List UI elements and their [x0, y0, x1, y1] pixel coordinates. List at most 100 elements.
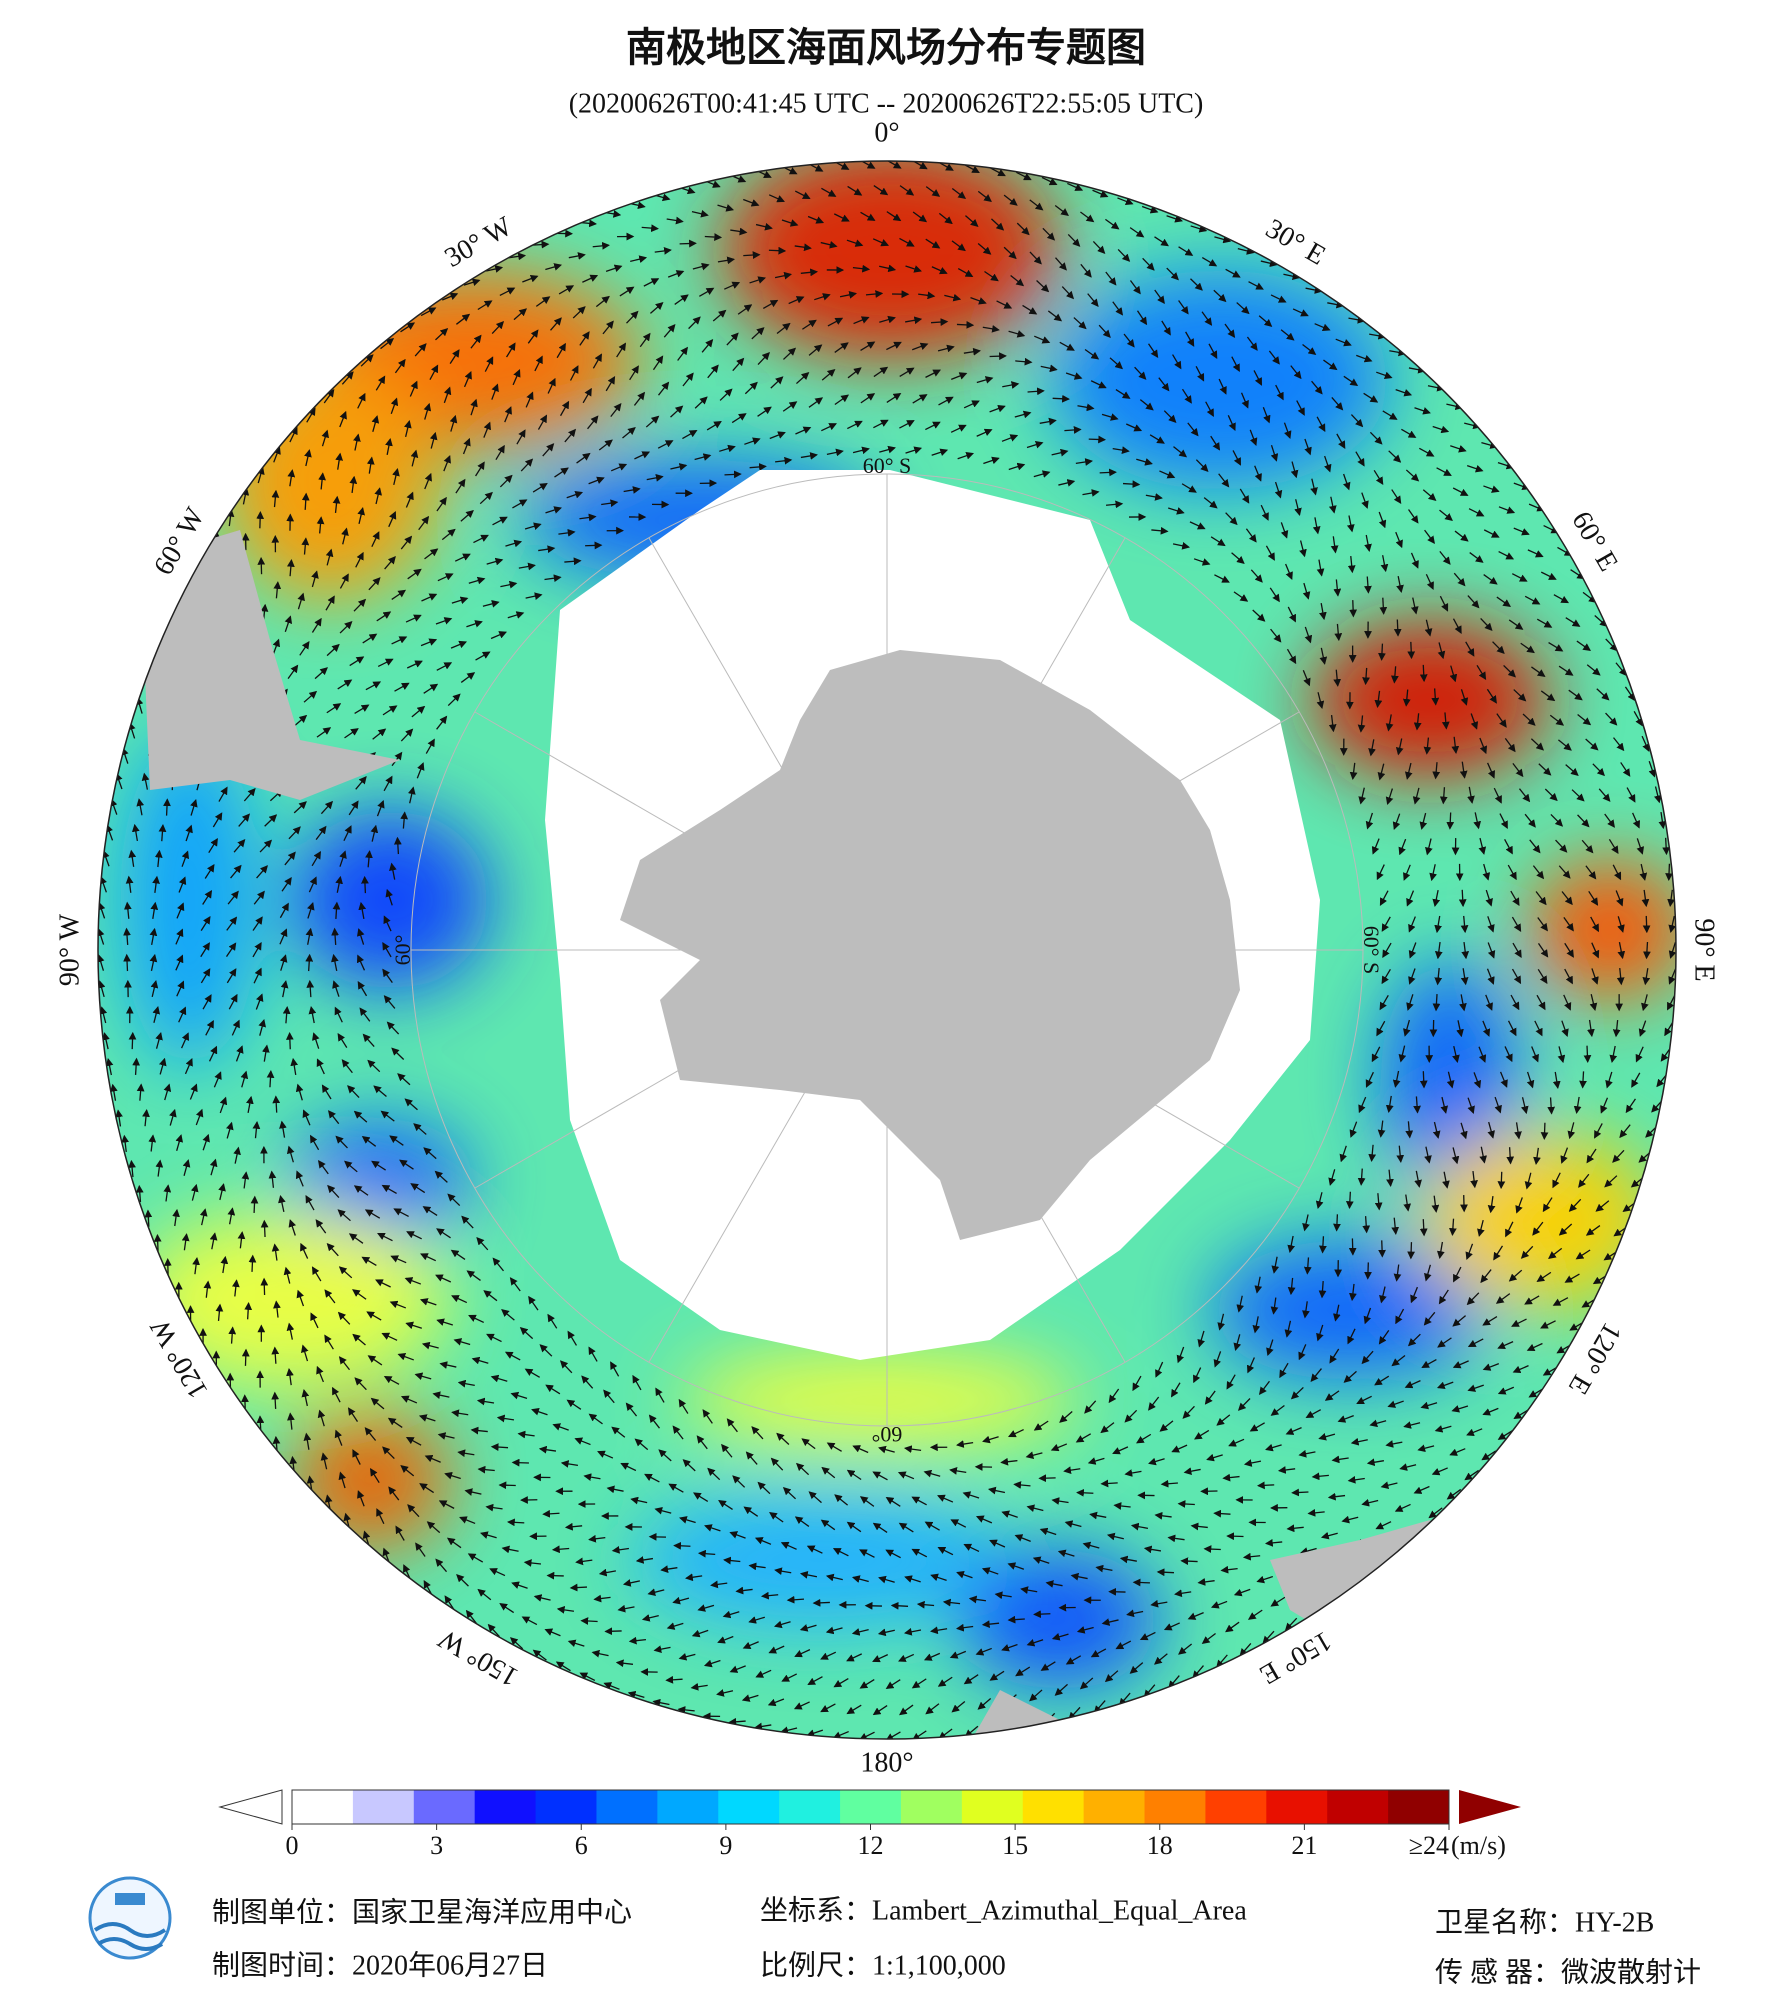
wind-arrow: [381, 1332, 398, 1341]
wind-arrow: [389, 1135, 404, 1146]
wind-arrow: [1408, 916, 1416, 933]
wind-arrow: [1265, 545, 1275, 561]
wind-arrow: [288, 826, 301, 840]
wind-arrow: [1406, 890, 1415, 907]
wind-arrow: [757, 352, 770, 365]
wind-arrow: [610, 1361, 620, 1377]
wind-arrow: [500, 580, 518, 589]
wind-arrow: [1432, 994, 1441, 1012]
wind-arrow: [1270, 628, 1282, 643]
wind-arrow: [1407, 1242, 1416, 1260]
wind-arrow: [1290, 1386, 1304, 1400]
wind-arrow: [348, 800, 359, 816]
wind-arrow: [1059, 1411, 1073, 1423]
colorbar-cell: [1266, 1790, 1328, 1824]
wind-arrow: [956, 321, 975, 329]
wind-arrow: [648, 1414, 661, 1429]
wind-arrow: [1279, 1362, 1289, 1379]
wind-arrow: [1382, 942, 1392, 959]
wind-arrow: [1302, 582, 1311, 600]
wind-arrow: [1001, 1510, 1018, 1518]
wind-arrow: [1099, 468, 1117, 477]
wind-arrow: [361, 875, 369, 894]
wind-arrow: [256, 511, 265, 529]
wind-arrow: [702, 1409, 713, 1424]
wind-arrow: [1214, 574, 1230, 583]
wind-arrow: [1193, 558, 1211, 566]
wind-arrow: [370, 824, 379, 842]
wind-arrow: [886, 392, 902, 403]
wind-arrow: [655, 1387, 665, 1403]
wind-arrow: [925, 421, 941, 431]
wind-arrow: [486, 1333, 502, 1343]
wind-arrow: [524, 522, 542, 530]
wind-arrow: [1403, 1019, 1411, 1037]
wind-arrow: [701, 339, 714, 353]
wind-arrow: [731, 413, 747, 424]
wind-arrow: [1216, 1414, 1231, 1426]
wind-arrow: [315, 825, 327, 841]
wind-arrow: [331, 927, 339, 945]
wind-arrow: [812, 1598, 830, 1607]
wind-arrow: [1440, 1096, 1449, 1114]
wind-arrow: [295, 1170, 304, 1187]
wind-arrow: [241, 1348, 250, 1366]
wind-arrow: [782, 401, 798, 412]
wind-arrow: [1478, 1046, 1487, 1063]
wind-arrow: [470, 1426, 488, 1435]
wind-arrow: [1385, 714, 1394, 732]
wind-arrow: [1025, 1451, 1043, 1460]
footer-date: 制图时间：2020年06月27日: [212, 1949, 548, 1981]
wind-arrow: [339, 621, 353, 634]
wind-arrow: [1112, 446, 1130, 454]
wind-arrow: [496, 1414, 515, 1423]
wind-arrow: [1132, 1375, 1142, 1392]
wind-arrow: [620, 1462, 637, 1472]
wind-arrow: [566, 1399, 582, 1410]
wind-arrow: [1108, 1388, 1120, 1404]
wind-arrow: [1467, 786, 1475, 804]
wind-arrow: [1362, 1216, 1371, 1234]
wind-arrow: [769, 431, 786, 440]
wind-arrow: [542, 443, 555, 457]
wind-arrow: [334, 1006, 343, 1023]
wind-arrow: [1136, 458, 1153, 466]
wind-arrow: [391, 636, 408, 645]
wind-arrow: [1510, 994, 1520, 1011]
wind-arrow: [260, 1219, 269, 1238]
wind-arrow: [466, 620, 483, 628]
wind-arrow: [1210, 435, 1221, 451]
wind-arrow: [272, 1095, 281, 1113]
wind-arrow: [337, 679, 353, 690]
wind-arrow: [510, 1391, 528, 1400]
wind-arrow: [414, 1372, 432, 1381]
wind-arrow: [1231, 552, 1245, 564]
wind-arrow: [1113, 1502, 1131, 1510]
wind-arrow: [981, 1567, 999, 1575]
wind-arrow: [302, 1109, 311, 1126]
wind-arrow: [956, 1570, 973, 1579]
wind-arrow: [1419, 664, 1428, 683]
wind-arrow: [252, 941, 262, 958]
wind-arrow: [344, 1160, 358, 1173]
wind-arrow: [1298, 1344, 1307, 1361]
wind-arrow: [293, 714, 308, 727]
wind-arrow: [924, 1521, 940, 1531]
wind-arrow: [834, 1494, 849, 1506]
colorbar-cell: [900, 1790, 963, 1824]
wind-arrow: [1149, 434, 1165, 444]
wind-arrow: [1540, 1122, 1549, 1141]
wind-arrow: [1363, 1307, 1372, 1325]
wind-arrow: [348, 1233, 364, 1244]
wind-arrow: [1381, 968, 1391, 985]
wind-arrow: [770, 376, 784, 389]
wind-arrow: [682, 430, 698, 440]
wind-arrow: [1280, 522, 1289, 539]
wind-arrow: [658, 1449, 672, 1462]
wind-arrow: [576, 452, 591, 464]
wind-arrow: [1287, 1235, 1296, 1254]
wind-arrow: [420, 1253, 437, 1262]
colorbar-tick-label: ≥24: [1409, 1831, 1449, 1860]
wind-arrow: [405, 1321, 423, 1330]
wind-arrow: [418, 515, 430, 531]
